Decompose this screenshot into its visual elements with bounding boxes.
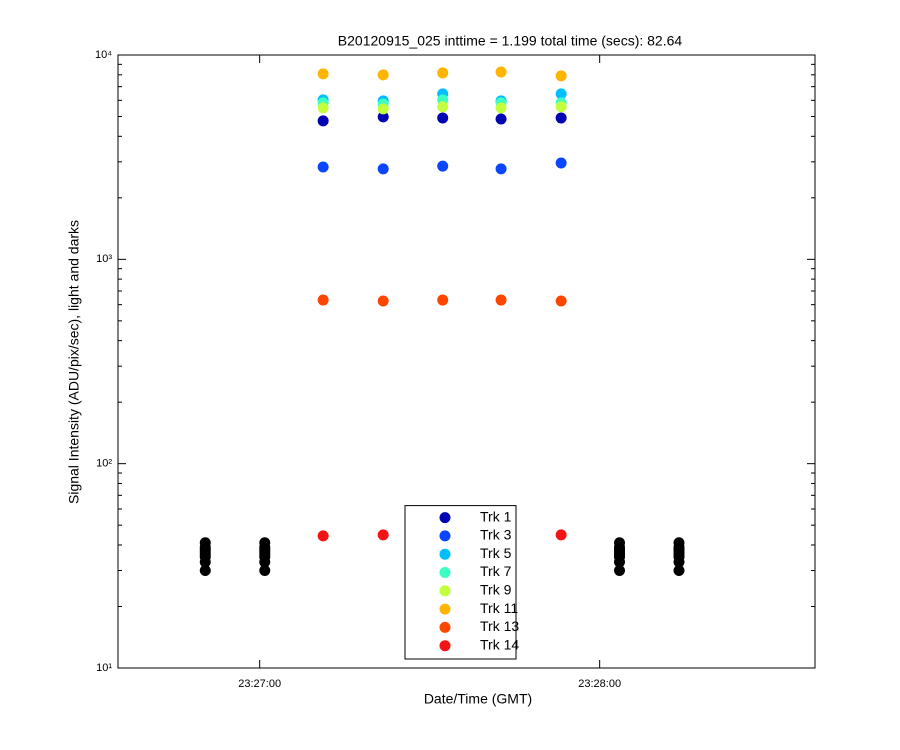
legend-box — [404, 505, 517, 660]
point — [377, 295, 389, 307]
point — [317, 530, 329, 542]
y-tick-label: 10¹ — [96, 662, 112, 674]
legend: Trk 1 Trk 3 Trk 5 Trk 7 Trk 9 Trk 11 Trk 13 Trk… — [404, 505, 519, 660]
legend-label: Trk 1 — [480, 508, 512, 524]
legend-label: Trk 3 — [480, 527, 512, 543]
point — [437, 160, 449, 172]
chart-title: B20120915_025 inttime = 1.199 total time… — [338, 33, 683, 49]
point — [199, 565, 211, 577]
point — [555, 529, 567, 541]
y-tick-label: 10⁴ — [95, 49, 112, 61]
point — [317, 294, 329, 306]
point — [377, 69, 389, 81]
point — [199, 537, 211, 549]
legend-marker — [439, 621, 451, 633]
point — [614, 537, 625, 549]
point — [555, 112, 567, 124]
point — [437, 101, 449, 113]
point — [317, 115, 329, 127]
legend-marker — [439, 512, 451, 524]
legend-label: Trk 14 — [480, 636, 519, 652]
y-tick-label: 10² — [96, 458, 112, 470]
legend-marker — [439, 530, 451, 542]
point — [495, 66, 507, 78]
y-tick-label: 10³ — [96, 253, 112, 265]
point — [495, 102, 507, 114]
legend-label: Trk 13 — [480, 618, 519, 634]
point — [555, 295, 567, 307]
y-axis-label: Signal Intensity (ADU/pix/sec), light an… — [66, 220, 82, 504]
x-tick-label: 23:28:00 — [578, 678, 621, 690]
legend-label: Trk 7 — [480, 563, 512, 579]
point — [317, 161, 329, 173]
point — [555, 101, 567, 113]
point — [555, 157, 567, 169]
point — [437, 294, 449, 306]
x-axis-label: Date/Time (GMT) — [424, 691, 532, 707]
point — [614, 565, 625, 577]
point — [495, 163, 507, 175]
point — [377, 103, 389, 115]
legend-label: Trk 5 — [480, 545, 512, 561]
point — [377, 529, 389, 541]
point — [377, 163, 389, 175]
point — [673, 565, 685, 577]
point — [437, 67, 449, 79]
legend-marker — [439, 567, 451, 578]
legend-marker — [439, 640, 451, 652]
point — [317, 102, 329, 114]
point — [555, 88, 567, 100]
point — [495, 113, 507, 125]
legend-marker — [439, 585, 451, 597]
x-tick-label: 23:27:00 — [238, 678, 281, 690]
point — [377, 111, 389, 123]
point — [259, 537, 271, 549]
point — [555, 70, 567, 82]
point — [495, 294, 507, 306]
legend-label: Trk 9 — [480, 582, 512, 598]
point — [437, 112, 449, 124]
point — [317, 68, 329, 80]
legend-label: Trk 11 — [480, 600, 518, 616]
legend-marker — [439, 603, 451, 615]
legend-marker — [439, 548, 451, 560]
point — [259, 565, 271, 577]
point — [673, 537, 685, 549]
